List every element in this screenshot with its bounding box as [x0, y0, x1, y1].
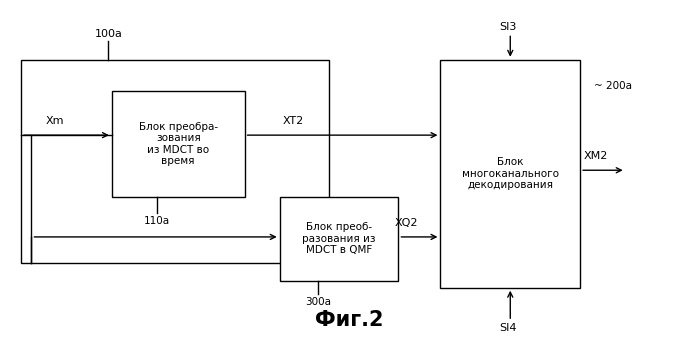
Text: Xm: Xm	[45, 117, 64, 126]
Text: 100a: 100a	[94, 29, 122, 39]
Text: SI3: SI3	[500, 22, 517, 32]
Bar	[21, 60, 329, 263]
Text: 110a: 110a	[144, 216, 171, 226]
Text: Блок
многоканального
декодирования: Блок многоканального декодирования	[462, 157, 559, 190]
Text: Блок преобра-
зования
из MDCT во
время: Блок преобра- зования из MDCT во время	[138, 121, 218, 166]
Text: ~ 200a: ~ 200a	[594, 81, 632, 91]
Bar	[112, 91, 245, 197]
Text: Фиг.2: Фиг.2	[315, 310, 384, 330]
Text: Блок преоб-
разования из
MDCT в QMF: Блок преоб- разования из MDCT в QMF	[302, 222, 376, 255]
Text: SI4: SI4	[499, 323, 517, 333]
Text: XM2: XM2	[584, 152, 608, 161]
Text: 300a: 300a	[305, 297, 331, 306]
Text: XQ2: XQ2	[395, 218, 419, 228]
Bar	[280, 197, 398, 281]
Text: XT2: XT2	[283, 117, 304, 126]
Bar	[440, 60, 580, 288]
